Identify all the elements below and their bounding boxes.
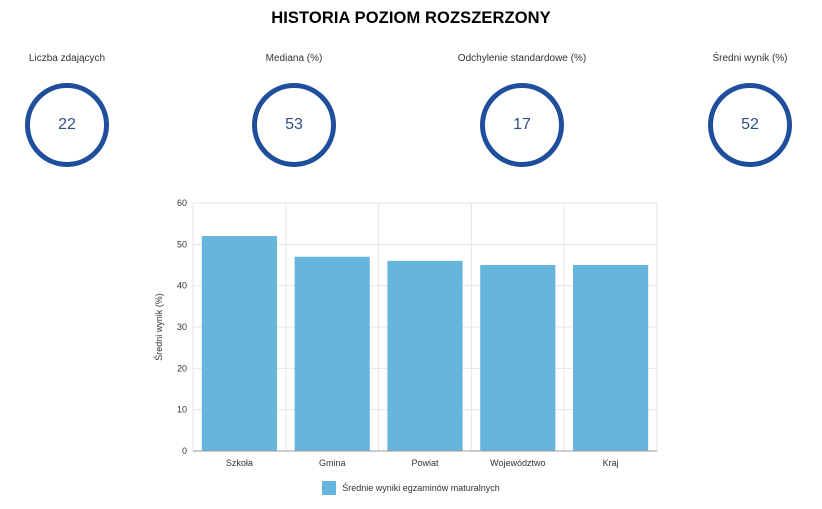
stat-ring: 53 bbox=[252, 83, 336, 167]
stat-value: 22 bbox=[58, 116, 76, 133]
x-tick-label: Gmina bbox=[319, 458, 346, 468]
legend-swatch bbox=[322, 481, 337, 495]
x-tick-label: Powiat bbox=[411, 458, 439, 468]
chart-title: HISTORIA POZIOM ROZSZERZONY bbox=[271, 9, 551, 27]
stat-card-mean: Średni wynik (%) 52 bbox=[670, 52, 822, 167]
y-axis-label: Średni wynik (%) bbox=[153, 293, 164, 361]
legend-label: Średnie wyniki egzaminów maturalnych bbox=[342, 483, 500, 493]
y-tick-label: 50 bbox=[177, 239, 187, 249]
stat-card-median: Mediana (%) 53 bbox=[214, 52, 374, 167]
stat-card-count: Liczba zdających 22 bbox=[0, 52, 147, 167]
bar bbox=[573, 265, 649, 451]
bar bbox=[387, 260, 463, 451]
y-tick-label: 10 bbox=[177, 405, 187, 415]
bar bbox=[201, 236, 277, 451]
bar bbox=[294, 256, 370, 451]
y-tick-label: 60 bbox=[177, 198, 187, 208]
y-tick-label: 20 bbox=[177, 363, 187, 373]
stat-ring: 22 bbox=[25, 83, 109, 167]
stat-label: Mediana (%) bbox=[265, 53, 323, 64]
stat-value: 17 bbox=[513, 116, 531, 133]
stat-ring: 17 bbox=[480, 83, 564, 167]
stat-label: Średni wynik (%) bbox=[712, 53, 788, 64]
stat-label: Odchylenie standardowe (%) bbox=[457, 53, 587, 64]
y-tick-label: 30 bbox=[177, 322, 187, 332]
legend: Średnie wyniki egzaminów maturalnych bbox=[0, 481, 822, 495]
x-tick-label: Szkoła bbox=[226, 458, 253, 468]
stat-value: 52 bbox=[741, 116, 759, 133]
stat-card-stddev: Odchylenie standardowe (%) 17 bbox=[442, 52, 602, 167]
x-tick-label: Kraj bbox=[603, 458, 619, 468]
stat-label: Liczba zdających bbox=[28, 53, 106, 64]
x-tick-label: Województwo bbox=[490, 458, 545, 468]
stat-ring: 52 bbox=[708, 83, 792, 167]
y-tick-label: 40 bbox=[177, 281, 187, 291]
bar bbox=[480, 265, 556, 451]
y-tick-label: 0 bbox=[182, 446, 187, 456]
stat-value: 53 bbox=[285, 116, 303, 133]
